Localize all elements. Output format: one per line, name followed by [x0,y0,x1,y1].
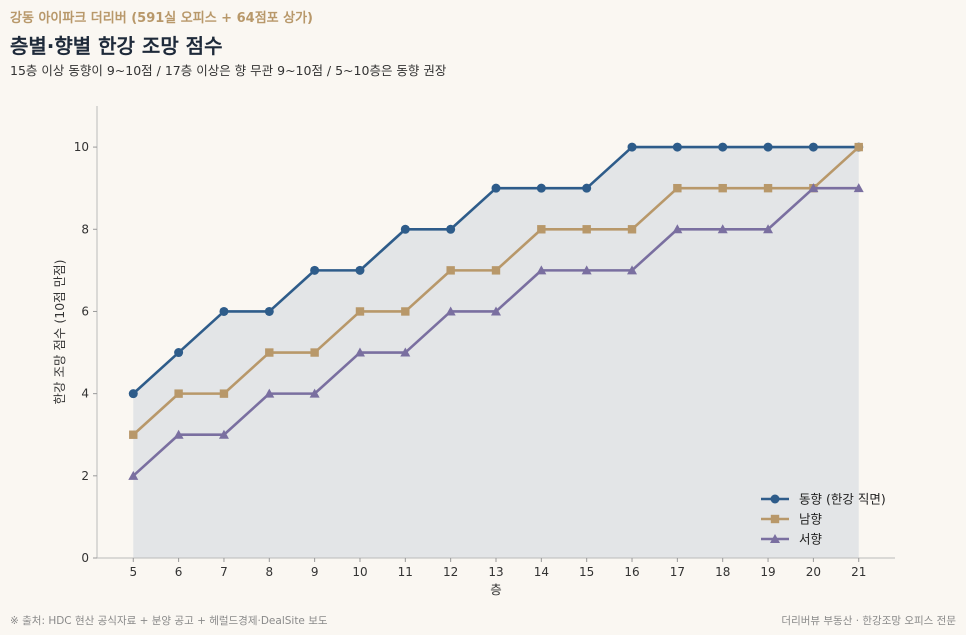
series-2-point [309,388,320,398]
series-0-point [174,348,184,358]
series-1-point [763,183,773,193]
y-tick-label: 8 [81,222,89,236]
series-2-point [853,183,864,193]
series-2-point [491,306,501,316]
series-2-point [445,306,456,316]
x-tick-label: 5 [129,565,137,579]
series-0-point [536,183,546,193]
x-tick-label: 14 [534,565,549,579]
series-2-point [808,183,819,193]
series-0-point [808,142,818,152]
y-axis-label: 한강 조망 점수 (10점 만점) [52,259,67,404]
series-1-point [854,142,863,152]
x-tick-label: 8 [265,565,273,579]
series-1-point [446,266,455,275]
legend-marker-1 [770,514,780,524]
chart-title: 층별·향별 한강 조망 점수 [10,34,223,58]
source-note: ※ 출처: HDC 현산 공식자료 + 분양 공고 + 헤럴드경제·DealSi… [10,615,328,627]
series-0-point [446,224,456,234]
series-1-point [718,183,727,193]
series-2-point [581,265,592,275]
series-0-point [355,265,365,275]
series-1-point [174,389,183,398]
x-tick-label: 17 [670,565,685,579]
x-tick-label: 7 [220,565,228,579]
series-2-point [264,388,275,398]
x-tick-label: 11 [398,565,413,579]
series-2-point [354,347,365,357]
x-tick-label: 6 [175,565,183,579]
series-0-point [627,142,637,152]
x-tick-label: 15 [579,565,594,579]
series-1-point [673,183,682,193]
series-0-point [400,224,410,234]
credit-note: 더리버뷰 부동산 · 한강조망 오피스 전문 [781,615,956,627]
series-1-point [401,307,410,316]
series-2-point [627,265,638,275]
series-1-point [355,307,365,316]
series-0-point [582,183,592,193]
x-tick-label: 12 [443,565,458,579]
series-0-point [310,265,320,275]
series-0-point [491,183,501,193]
series-0-point [718,142,728,152]
series-1-point [265,348,274,357]
series-0-point [672,142,682,152]
y-tick-label: 10 [74,140,89,154]
x-tick-label: 20 [806,565,821,579]
series-0-point [264,306,274,316]
series-0-point [763,142,773,152]
series-1-point [219,389,229,398]
legend-marker-2 [770,534,780,543]
series-0-point [219,306,229,316]
series-1-point [491,266,501,275]
series-2-point [672,224,683,234]
x-tick-label: 21 [851,565,866,579]
x-tick-label: 19 [760,565,775,579]
legend-label-2: 서향 [799,532,823,547]
series-2-point [218,429,229,439]
series-2-point [128,470,139,480]
chart-kicker: 강동 아이파크 더리버 (591실 오피스 + 64점포 상가) [10,11,314,26]
series-1-point [310,348,319,357]
x-axis-label: 층 [490,582,502,597]
series-0-point [128,389,138,399]
y-tick-label: 2 [81,469,89,483]
x-tick-label: 9 [311,565,319,579]
y-tick-label: 4 [81,387,89,401]
area-fill [133,147,859,558]
series-1-point [582,225,591,234]
series-1-point [537,225,546,234]
legend-label-1: 남향 [799,512,823,527]
series-1-point [129,430,138,439]
legend-marker-0 [770,494,780,504]
series-2-point [717,224,728,234]
y-tick-label: 6 [81,304,89,318]
chart-subtitle: 15층 이상 동향이 9~10점 / 17층 이상은 향 무관 9~10점 / … [10,63,447,78]
y-tick-label: 0 [81,551,89,565]
series-2-point [536,265,547,275]
x-tick-label: 13 [488,565,503,579]
series-2-point [763,224,774,234]
series-2-point [400,347,411,357]
x-tick-label: 10 [352,565,367,579]
legend-label-0: 동향 (한강 직면) [799,492,886,507]
series-2-point [173,429,184,439]
x-tick-label: 18 [715,565,730,579]
series-1-point [627,225,637,234]
x-tick-label: 16 [624,565,639,579]
